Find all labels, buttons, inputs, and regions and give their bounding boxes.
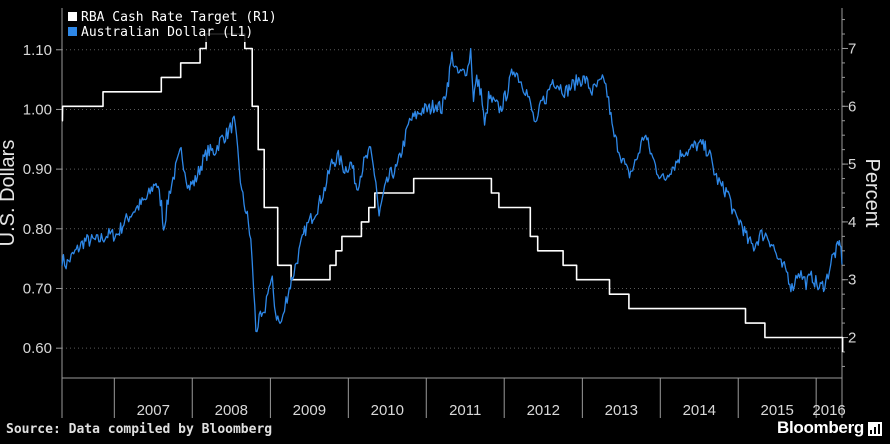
right-tick-label: 7 — [848, 40, 856, 57]
legend-label: RBA Cash Rate Target (R1) — [81, 10, 277, 25]
tick-labels: 0.60 0.70 0.80 0.90 1.00 1.10 2 3 4 5 6 7 2007 2008 20… — [0, 40, 883, 419]
bar-chart-icon — [868, 422, 882, 436]
right-tick-label: 3 — [848, 272, 856, 289]
left-tick-label: 0.90 — [23, 161, 52, 178]
rba-cash-rate-line — [61, 33, 844, 352]
right-tick-label: 2 — [848, 330, 856, 347]
left-tick-label: 1.10 — [23, 42, 52, 59]
legend-label: Australian Dollar (L1) — [81, 25, 253, 40]
x-tick-label: 2011 — [449, 402, 481, 419]
x-tick-label: 2008 — [215, 402, 248, 419]
left-tick-label: 0.60 — [23, 340, 52, 357]
right-tick-label: 5 — [848, 156, 856, 173]
x-tick-label: 2014 — [683, 402, 716, 419]
brand-logo: Bloomberg — [776, 418, 864, 437]
left-axis-title: U.S. Dollars — [0, 140, 19, 247]
right-tick-label: 4 — [848, 214, 856, 231]
left-tick-label: 0.70 — [23, 280, 52, 297]
x-tick-label: 2013 — [605, 402, 638, 419]
series-layer — [61, 33, 844, 352]
aud-usd-line — [61, 47, 843, 333]
legend-backdrop — [64, 8, 262, 42]
gridlines — [62, 49, 842, 349]
x-tick-label: 2012 — [527, 402, 560, 419]
right-tick-label: 6 — [848, 98, 856, 115]
axes — [56, 8, 848, 418]
left-tick-label: 0.80 — [23, 221, 52, 238]
source-note: Source: Data compiled by Bloomberg — [6, 422, 273, 437]
x-tick-label: 2016 — [812, 402, 845, 419]
legend: RBA Cash Rate Target (R1)Australian Doll… — [64, 8, 277, 42]
x-tick-label: 2007 — [137, 402, 170, 419]
x-tick-label: 2015 — [761, 402, 794, 419]
x-tick-label: 2010 — [371, 402, 404, 419]
right-axis-title: Percent — [861, 159, 883, 228]
legend-swatch — [68, 12, 77, 21]
left-tick-label: 1.00 — [23, 101, 52, 118]
legend-swatch — [68, 27, 77, 36]
x-tick-label: 2009 — [293, 402, 326, 419]
